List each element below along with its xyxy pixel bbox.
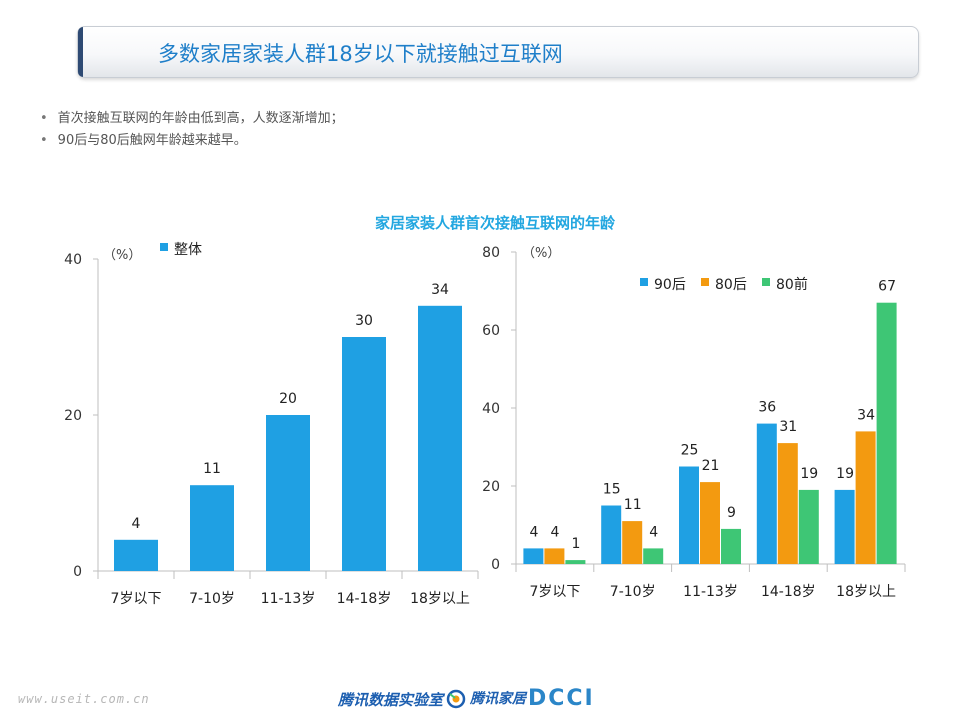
legend-label: 80前 <box>776 276 808 293</box>
bar <box>601 505 622 564</box>
bar <box>114 539 158 571</box>
unit-label: （%） <box>103 248 141 263</box>
data-label: 30 <box>355 313 373 329</box>
data-label: 20 <box>279 391 297 407</box>
y-tick-label: 40 <box>64 252 82 268</box>
x-tick-label: 14-18岁 <box>337 591 392 607</box>
footer-dcci-logo: DCCI <box>528 686 595 711</box>
bar <box>756 423 777 564</box>
legend-swatch <box>701 278 709 286</box>
y-tick-label: 40 <box>482 401 500 417</box>
x-tick-label: 7-10岁 <box>610 584 656 600</box>
legend-label: 90后 <box>654 277 686 293</box>
y-tick-label: 20 <box>482 479 500 495</box>
legend-swatch <box>160 243 168 251</box>
bar <box>565 560 586 564</box>
bar <box>855 431 876 564</box>
data-label: 1 <box>571 536 580 552</box>
bar <box>777 443 798 564</box>
data-label: 25 <box>681 443 699 459</box>
bullet-item: 90后与80后触网年龄越来越早。 <box>40 130 344 152</box>
data-label: 21 <box>702 458 720 474</box>
data-label: 36 <box>758 400 776 416</box>
data-label: 19 <box>836 466 854 482</box>
bar <box>190 485 234 571</box>
data-label: 31 <box>779 419 797 435</box>
bar <box>721 528 741 564</box>
data-label: 15 <box>603 482 621 498</box>
bullet-list: 首次接触互联网的年龄由低到高，人数逐渐增加； 90后与80后触网年龄越来越早。 <box>40 108 344 152</box>
title-bar: 多数家居家装人群18岁以下就接触过互联网 <box>77 26 919 78</box>
data-label: 19 <box>800 466 818 482</box>
tencent-home-logo-icon <box>446 689 466 709</box>
x-tick-label: 7岁以下 <box>111 591 162 607</box>
bar <box>342 337 386 571</box>
bar <box>622 521 643 564</box>
bar <box>544 548 565 564</box>
y-tick-label: 60 <box>482 323 500 339</box>
bar <box>523 548 544 564</box>
x-tick-label: 14-18岁 <box>761 584 816 600</box>
data-label: 9 <box>727 505 736 521</box>
title-accent <box>78 27 83 77</box>
bar <box>798 489 819 564</box>
bar <box>700 482 720 564</box>
x-tick-label: 11-13岁 <box>683 584 738 600</box>
x-tick-label: 11-13岁 <box>261 591 316 607</box>
unit-label: （%） <box>522 246 560 261</box>
bar <box>876 302 897 564</box>
x-tick-label: 18岁以上 <box>836 584 896 600</box>
data-label: 4 <box>550 524 559 540</box>
y-tick-label: 20 <box>64 408 82 424</box>
data-label: 34 <box>857 407 875 423</box>
data-label: 34 <box>431 282 449 298</box>
data-label: 11 <box>203 461 221 477</box>
y-tick-label: 0 <box>491 557 500 573</box>
bar <box>418 305 462 571</box>
bar <box>679 466 699 564</box>
y-tick-label: 80 <box>482 245 500 261</box>
bar <box>643 548 664 564</box>
data-label: 11 <box>624 497 642 513</box>
footer-url: www.useit.com.cn <box>18 692 150 706</box>
x-tick-label: 18岁以上 <box>410 591 470 607</box>
footer-home-logo: 腾讯家居 <box>470 691 526 707</box>
legend-swatch <box>640 278 648 286</box>
footer-lab-logo: 腾讯数据实验室 <box>338 691 444 709</box>
page-title: 多数家居家装人群18岁以下就接触过互联网 <box>158 42 563 66</box>
legend-swatch <box>762 278 770 286</box>
bar <box>834 489 855 564</box>
data-label: 4 <box>132 516 141 532</box>
bullet-item: 首次接触互联网的年龄由低到高，人数逐渐增加； <box>40 108 344 130</box>
x-tick-label: 7-10岁 <box>189 591 235 607</box>
chart-title: 家居家装人群首次接触互联网的年龄 <box>374 214 615 232</box>
data-label: 4 <box>649 524 658 540</box>
legend-label: 整体 <box>174 242 202 258</box>
data-label: 4 <box>529 524 538 540</box>
legend-label: 80后 <box>715 277 747 293</box>
y-tick-label: 0 <box>73 564 82 580</box>
bar <box>266 415 310 571</box>
x-tick-label: 7岁以下 <box>529 584 580 600</box>
data-label: 67 <box>878 279 896 295</box>
